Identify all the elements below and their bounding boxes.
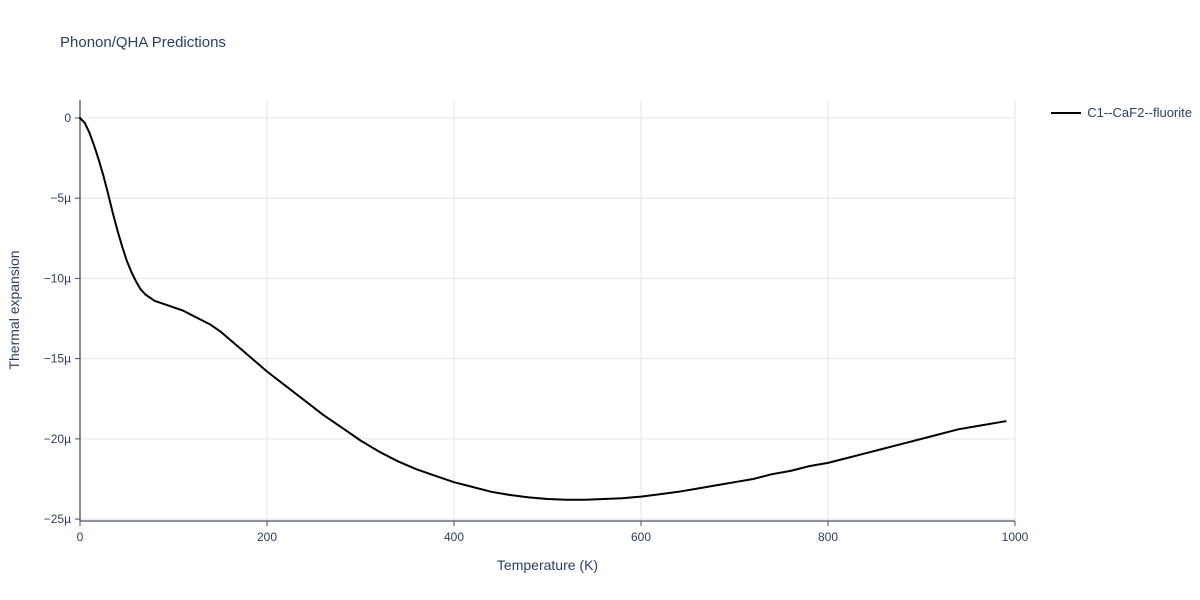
x-tick-label: 800: [818, 530, 838, 544]
x-tick-label: 200: [257, 530, 277, 544]
x-tick-label: 0: [77, 530, 84, 544]
y-axis-title: Thermal expansion: [6, 250, 22, 370]
y-tick-label: 0: [64, 111, 71, 125]
legend-item[interactable]: C1--CaF2--fluorite: [1051, 105, 1192, 120]
legend-label: C1--CaF2--fluorite: [1087, 105, 1192, 120]
y-tick-label: −20µ: [44, 432, 71, 446]
y-tick-label: −10µ: [44, 271, 71, 285]
legend-line-sample: [1051, 111, 1082, 114]
y-tick-label: −25µ: [44, 512, 71, 526]
x-tick-label: 600: [631, 530, 651, 544]
x-tick-label: 400: [444, 530, 464, 544]
series-line: [79, 117, 1007, 501]
x-axis-title: Temperature (K): [496, 557, 599, 573]
y-tick-label: −15µ: [44, 352, 71, 366]
x-tick-label: 1000: [1002, 530, 1029, 544]
y-tick-label: −5µ: [50, 191, 71, 205]
chart-title: Phonon/QHA Predictions: [60, 34, 226, 51]
